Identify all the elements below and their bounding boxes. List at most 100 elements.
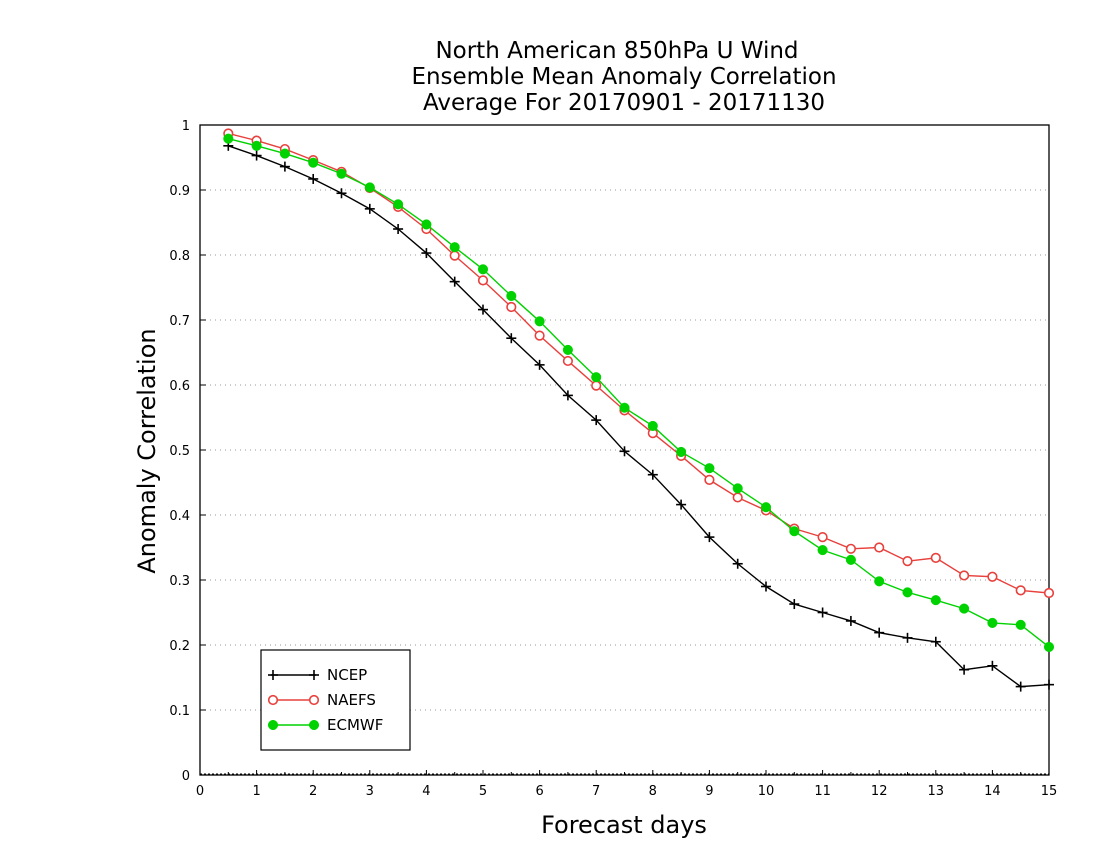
data-point-naefs	[534, 330, 545, 341]
legend-item-ecmwf: ECMWF	[267, 716, 383, 734]
series-ncep	[223, 140, 1054, 692]
x-tick-label: 0	[196, 784, 204, 799]
chart-title: North American 850hPa U Wind Ensemble Me…	[411, 38, 836, 116]
data-point-ncep	[1015, 681, 1026, 692]
y-tick-label: 0	[182, 769, 190, 784]
legend-marker	[268, 670, 278, 680]
y-tick-label: 1	[182, 119, 190, 134]
data-point-ecmwf	[845, 554, 856, 565]
data-point-ecmwf	[817, 545, 828, 556]
data-point-ecmwf	[308, 157, 319, 168]
data-point-ncep	[930, 636, 941, 647]
data-point-ecmwf	[732, 483, 743, 494]
data-point-ncep	[591, 415, 602, 426]
data-point-ncep	[364, 203, 375, 214]
data-point-ncep	[336, 188, 347, 199]
data-point-ncep	[902, 632, 913, 643]
data-point-ncep	[619, 446, 630, 457]
data-point-ncep	[279, 161, 290, 172]
data-point-ncep	[562, 390, 573, 401]
data-point-ecmwf	[421, 219, 432, 230]
y-axis: 0 0.1 0.2 0.3 0.4 0.5 0.6 0.7 0.8 0.9 1	[169, 119, 206, 784]
x-axis: 0 1 2 3 4 5 6 7 8 9 10 11 12 13 14 15	[196, 770, 1057, 799]
y-tick-label: 0.3	[169, 574, 190, 589]
x-tick-label: 5	[479, 784, 487, 799]
data-point-naefs	[562, 355, 574, 367]
data-point-naefs	[591, 380, 602, 391]
data-point-ecmwf	[676, 446, 687, 458]
x-tick-label: 10	[758, 784, 775, 799]
data-point-ncep	[506, 333, 517, 344]
data-point-ncep	[478, 304, 488, 315]
data-point-ncep	[1044, 679, 1054, 690]
data-point-naefs	[1015, 585, 1026, 596]
y-tick-label: 0.1	[169, 704, 190, 719]
data-point-ncep	[251, 150, 262, 161]
y-axis-label: Anomaly Correlation	[133, 328, 161, 573]
x-tick-label: 4	[422, 784, 430, 799]
y-tick-label: 0.8	[169, 249, 190, 264]
data-point-ecmwf	[619, 402, 630, 413]
legend-marker	[309, 670, 319, 680]
data-point-ecmwf	[902, 587, 913, 598]
x-tick-label: 8	[649, 784, 657, 799]
data-point-ecmwf	[336, 168, 347, 179]
legend-marker	[267, 719, 279, 731]
data-point-ncep	[421, 248, 432, 259]
legend-label: NAEFS	[327, 691, 376, 709]
data-point-ecmwf	[364, 182, 375, 193]
data-point-ncep	[647, 469, 658, 480]
data-point-ncep	[449, 276, 460, 287]
data-point-ncep	[732, 558, 743, 569]
x-tick-label: 9	[705, 784, 713, 799]
legend-marker	[308, 719, 320, 731]
y-tick-label: 0.2	[169, 639, 190, 654]
series-naefs	[223, 128, 1055, 599]
y-tick-label: 0.6	[169, 379, 190, 394]
legend-item-naefs: NAEFS	[267, 691, 376, 709]
data-point-ecmwf	[279, 148, 290, 159]
data-point-naefs	[958, 570, 970, 581]
data-point-ncep	[676, 499, 687, 510]
x-tick-label: 11	[814, 784, 831, 799]
legend: NCEP NAEFS ECMWF	[260, 649, 411, 751]
series-line-ecmwf	[228, 137, 1050, 648]
data-point-ncep	[393, 224, 404, 234]
data-point-ecmwf	[789, 526, 800, 537]
data-point-ecmwf	[874, 576, 885, 587]
legend-marker	[267, 694, 279, 706]
data-point-ncep	[874, 627, 885, 638]
x-tick-label: 7	[592, 784, 600, 799]
legend-marker	[308, 694, 320, 706]
data-point-naefs	[987, 571, 998, 582]
data-point-ncep	[959, 664, 970, 675]
data-point-ncep	[845, 615, 856, 626]
y-tick-label: 0.4	[169, 509, 190, 524]
legend-item-ncep: NCEP	[268, 666, 367, 684]
data-point-naefs	[817, 531, 828, 543]
data-point-ncep	[987, 660, 998, 671]
data-point-naefs	[874, 542, 885, 553]
data-point-naefs	[930, 552, 941, 564]
x-tick-label: 12	[871, 784, 888, 799]
data-point-naefs	[449, 250, 460, 261]
legend-label: ECMWF	[327, 716, 383, 734]
chart-title-line-2: Ensemble Mean Anomaly Correlation	[411, 64, 836, 90]
data-point-ecmwf	[251, 140, 262, 151]
data-point-ecmwf	[477, 264, 489, 275]
data-point-naefs	[704, 474, 715, 486]
series-layer	[223, 128, 1055, 692]
x-tick-label: 15	[1041, 784, 1058, 799]
data-point-ecmwf	[393, 199, 404, 210]
data-point-naefs	[902, 556, 913, 567]
x-axis-label: Forecast days	[541, 811, 707, 839]
y-tick-label: 0.9	[169, 184, 190, 199]
data-point-ecmwf	[562, 344, 573, 355]
series-ecmwf	[223, 133, 1055, 653]
data-point-ecmwf	[1043, 641, 1055, 653]
chart-title-line-3: Average For 20170901 - 20171130	[423, 90, 825, 116]
data-point-ecmwf	[223, 133, 234, 144]
data-point-ecmwf	[1015, 619, 1026, 630]
data-point-naefs	[845, 543, 857, 554]
